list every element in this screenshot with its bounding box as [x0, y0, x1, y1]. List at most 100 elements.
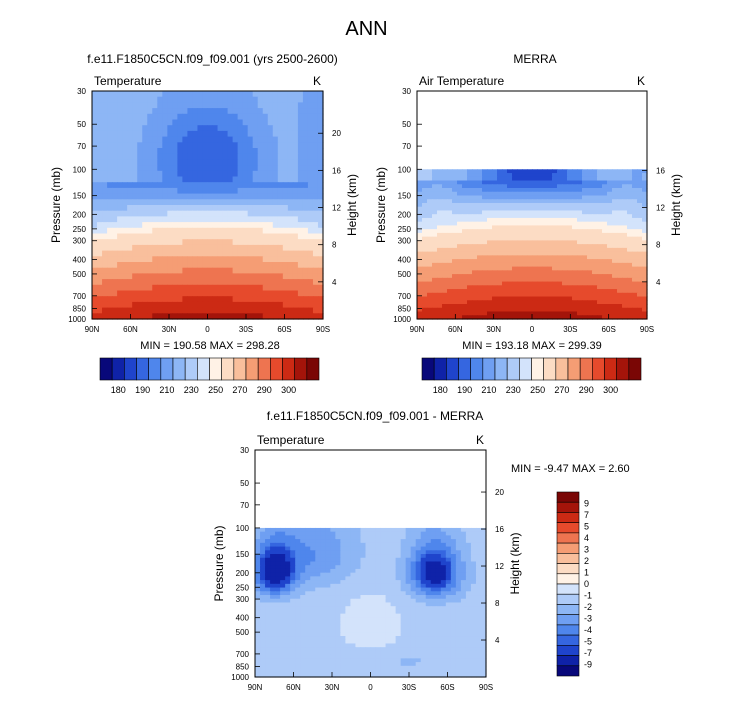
field-cell	[142, 142, 148, 149]
field-cell	[475, 606, 482, 611]
field-cell	[330, 580, 336, 585]
field-cell	[512, 300, 518, 305]
field-cell	[542, 221, 548, 227]
field-cell	[440, 598, 447, 604]
field-cell	[212, 153, 219, 160]
field-cell	[287, 96, 294, 103]
field-cell	[602, 173, 608, 178]
field-cell	[582, 202, 588, 208]
field-cell	[497, 202, 503, 208]
field-cell	[395, 539, 402, 544]
field-cell	[602, 202, 608, 208]
field-cell	[97, 187, 103, 195]
field-cell	[310, 535, 316, 540]
field-cell	[297, 313, 304, 320]
field-cell	[622, 180, 628, 185]
field-cell	[197, 227, 204, 235]
field-cell	[427, 225, 433, 230]
field-cell	[242, 113, 249, 121]
field-cell	[385, 550, 392, 555]
field-cell	[517, 217, 523, 223]
field-cell	[557, 304, 563, 309]
field-cell	[317, 142, 324, 149]
field-cell	[607, 199, 613, 204]
field-cell	[92, 182, 98, 189]
field-cell	[607, 184, 613, 189]
field-cell	[522, 277, 528, 283]
field-cell	[355, 609, 362, 615]
field-cell	[132, 307, 138, 314]
field-cell	[502, 210, 508, 215]
field-cell	[295, 527, 301, 533]
field-cell	[272, 222, 279, 229]
field-cell	[287, 142, 294, 149]
field-cell	[222, 227, 229, 235]
field-cell	[97, 273, 103, 280]
field-cell	[287, 136, 294, 143]
field-cell	[92, 170, 98, 178]
field-cell	[177, 108, 183, 115]
field-cell	[117, 187, 123, 195]
field-cell	[97, 159, 103, 166]
field-cell	[637, 236, 643, 241]
field-cell	[285, 583, 291, 589]
field-cell	[275, 613, 281, 618]
field-cell	[112, 130, 118, 138]
field-cell	[627, 251, 633, 256]
field-cell	[262, 244, 269, 252]
field-cell	[307, 307, 314, 314]
field-cell	[430, 557, 437, 563]
field-cell	[365, 565, 372, 570]
field-cell	[632, 304, 638, 309]
field-cell	[262, 301, 269, 309]
field-cell	[612, 244, 618, 249]
field-cell	[547, 307, 553, 313]
field-cell	[435, 561, 442, 566]
field-cell	[132, 182, 138, 189]
field-cell	[122, 233, 128, 240]
field-cell	[317, 108, 324, 115]
field-cell	[597, 210, 603, 215]
field-cell	[517, 169, 523, 174]
field-cell	[365, 583, 372, 589]
field-cell	[472, 311, 478, 316]
field-cell	[637, 210, 643, 215]
field-cell	[517, 311, 523, 316]
field-cell	[315, 583, 321, 589]
field-cell	[325, 598, 331, 604]
field-cell	[375, 580, 382, 585]
field-cell	[257, 273, 264, 280]
field-cell	[260, 602, 266, 607]
field-cell	[602, 244, 608, 249]
field-cell	[217, 170, 224, 178]
field-cell	[617, 191, 623, 197]
field-cell	[292, 273, 299, 280]
field-cell	[537, 176, 543, 182]
field-cell	[542, 270, 548, 275]
field-cell	[207, 113, 214, 121]
field-cell	[472, 206, 478, 212]
field-cell	[310, 572, 316, 577]
field-cell	[242, 222, 249, 229]
field-cell	[192, 216, 199, 223]
field-cell	[497, 292, 503, 298]
field-cell	[157, 239, 163, 246]
field-cell	[277, 193, 284, 200]
field-cell	[312, 182, 319, 189]
field-cell	[255, 557, 261, 563]
field-cell	[582, 311, 588, 316]
field-cell	[287, 210, 294, 217]
field-cell	[122, 96, 128, 103]
field-cell	[290, 602, 296, 607]
field-cell	[310, 595, 316, 600]
field-cell	[270, 535, 276, 540]
field-cell	[112, 279, 118, 286]
field-cell	[92, 296, 98, 303]
field-cell	[435, 546, 442, 551]
field-cell	[157, 182, 163, 189]
field-cell	[252, 301, 259, 309]
field-cell	[227, 307, 234, 314]
field-cell	[405, 557, 412, 563]
field-cell	[122, 159, 128, 166]
field-cell	[272, 250, 279, 257]
